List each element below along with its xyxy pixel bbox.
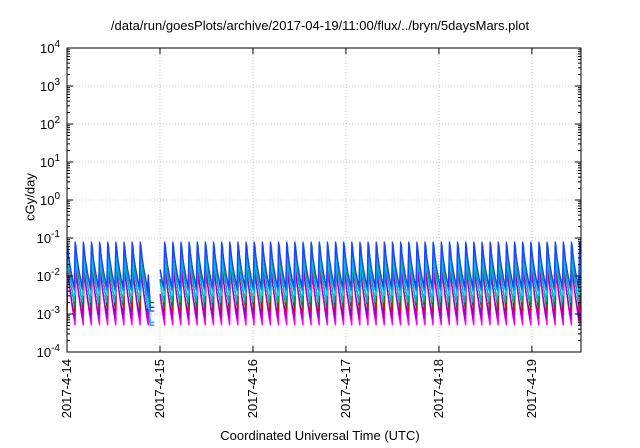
y-tick-label: 10-2 (37, 267, 61, 284)
series-line (66, 251, 582, 327)
axis-ticks: 10-4 10-3 10-2 10-1 100 101 102 103 104 2017-4-14… (37, 39, 581, 418)
x-tick-label: 2017-4-19 (524, 359, 539, 418)
x-tick-label: 2017-4-18 (431, 359, 446, 418)
y-tick-label: 10-3 (37, 305, 61, 322)
series-lines (66, 241, 582, 327)
y-tick-label: 10-1 (37, 229, 61, 246)
y-tick-label: 101 (40, 153, 60, 170)
y-tick-label: 100 (40, 191, 60, 208)
x-tick-label: 2017-4-17 (338, 359, 353, 418)
x-axis-label: Coordinated Universal Time (UTC) (220, 428, 420, 443)
x-tick-label: 2017-4-15 (152, 359, 167, 418)
series-line (66, 241, 582, 308)
chart-title: /data/run/goesPlots/archive/2017-04-19/1… (110, 18, 530, 33)
y-tick-label: 104 (40, 39, 60, 56)
x-tick-label: 2017-4-16 (245, 359, 260, 418)
y-tick-label: 10-4 (37, 343, 61, 360)
x-tick-label: 2017-4-14 (59, 359, 74, 418)
y-tick-label: 103 (40, 77, 60, 94)
y-tick-label: 102 (40, 115, 60, 132)
